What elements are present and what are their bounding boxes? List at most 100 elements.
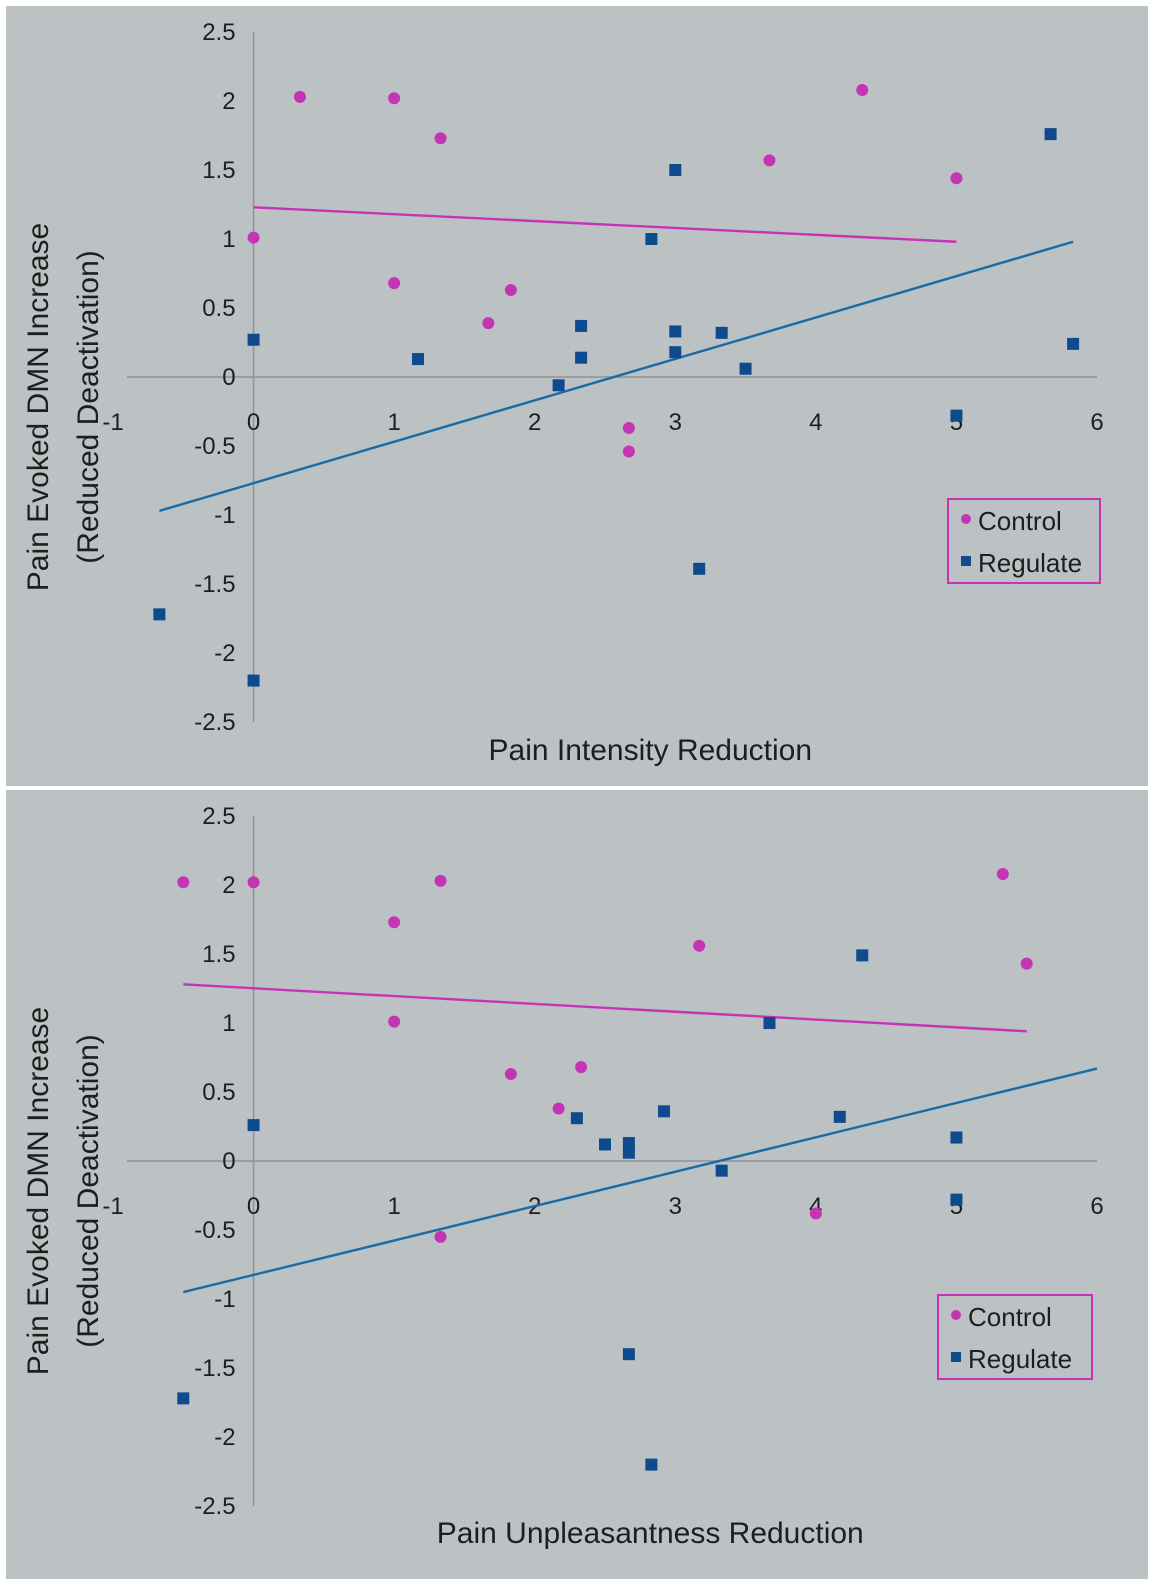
data-point-control (622, 422, 635, 435)
trend-line-control (183, 983, 1027, 1033)
legend: Control Regulate (937, 1294, 1093, 1380)
data-point-control (763, 154, 776, 167)
x-axis-title: Pain Unpleasantness Reduction (437, 1517, 864, 1550)
data-point-regulate (575, 351, 588, 364)
data-point-control (552, 1102, 565, 1115)
y-tick-label: -0.5 (194, 1217, 235, 1244)
data-point-regulate (856, 949, 869, 962)
legend: Control Regulate (947, 498, 1101, 584)
y-tick-label: -2 (214, 640, 235, 667)
trend-line-regulate (183, 1067, 1098, 1294)
x-axis-title: Pain Intensity Reduction (489, 734, 813, 767)
y-axis-subtitle: (Reduced Deactivation) (72, 250, 105, 564)
y-tick-label: 1.5 (202, 157, 235, 184)
data-point-regulate (950, 1193, 963, 1206)
data-point-control (247, 876, 260, 889)
trend-line-control (253, 206, 957, 243)
x-tick-label: 1 (387, 409, 400, 436)
data-point-control (388, 916, 401, 929)
y-tick-label: 0.5 (202, 1079, 235, 1106)
data-point-regulate (645, 233, 658, 245)
y-tick-label: 1 (222, 226, 235, 253)
legend-box (947, 498, 1101, 584)
data-point-control (482, 317, 495, 330)
data-point-control (388, 1015, 401, 1028)
legend-marker-control (961, 514, 971, 524)
data-point-regulate (950, 1131, 963, 1144)
data-point-control (622, 445, 635, 458)
x-tick-label: 6 (1090, 409, 1103, 436)
y-axis-title: Pain Evoked DMN Increase (22, 1007, 55, 1376)
y-tick-label: 2.5 (202, 19, 235, 46)
data-point-control (809, 1207, 822, 1220)
plot-background (6, 6, 1148, 786)
legend-marker-regulate (961, 556, 971, 566)
x-tick-label: 4 (809, 409, 822, 436)
data-point-control (293, 90, 306, 103)
series-regulate (177, 949, 1098, 1471)
series-regulate (153, 128, 1080, 687)
y-tick-label: 1.5 (202, 941, 235, 968)
y-tick-label: -2.5 (194, 709, 235, 736)
data-point-regulate (153, 608, 166, 621)
x-tick-label: 1 (387, 1193, 400, 1220)
data-point-regulate (177, 1392, 190, 1405)
data-point-control (1020, 957, 1033, 970)
data-point-regulate (599, 1138, 611, 1151)
data-point-regulate (1044, 128, 1057, 141)
data-point-control (575, 1061, 588, 1074)
y-tick-label: -1.5 (194, 1355, 235, 1382)
data-point-control (177, 876, 190, 889)
chart-panel-intensity: 2.521.510.50-0.5-1-1.5-2-2.5-1 0 1 2 3 4 5 6Pai… (6, 6, 1148, 786)
y-tick-label: 0 (222, 1148, 235, 1175)
data-point-control (504, 1068, 517, 1081)
y-tick-label: -1.5 (194, 571, 235, 598)
data-point-control (693, 939, 706, 952)
x-tick-label: 2 (528, 409, 541, 436)
data-point-control (247, 231, 260, 244)
data-point-regulate (669, 325, 682, 338)
data-point-regulate (669, 346, 682, 359)
y-tick-label: 2 (222, 88, 235, 115)
plot-background (6, 790, 1148, 1579)
trend-line-regulate (159, 240, 1074, 513)
data-point-regulate (622, 1146, 635, 1159)
series-control (177, 867, 1033, 1243)
legend-label-regulate: Regulate (978, 548, 1082, 578)
x-tick-label: -1 (102, 409, 123, 436)
y-tick-label: -0.5 (194, 433, 235, 460)
y-axis-title: Pain Evoked DMN Increase (22, 223, 55, 592)
data-point-regulate (715, 326, 728, 339)
data-point-regulate (669, 164, 682, 176)
data-point-regulate (950, 409, 963, 422)
data-point-regulate (247, 674, 260, 687)
legend-label-regulate: Regulate (968, 1344, 1072, 1374)
data-point-regulate (715, 1164, 728, 1177)
legend-label-control: Control (968, 1302, 1052, 1332)
data-point-regulate (763, 1017, 776, 1029)
x-tick-label: 6 (1090, 1193, 1103, 1220)
data-point-regulate (622, 1348, 635, 1361)
legend-label-control: Control (978, 506, 1062, 536)
x-tick-label: 0 (247, 1193, 260, 1220)
data-point-regulate (622, 1137, 635, 1150)
data-point-control (434, 1230, 447, 1243)
y-tick-label: 0 (222, 364, 235, 391)
y-tick-label: -1 (214, 502, 235, 529)
data-point-control (388, 92, 401, 105)
data-point-regulate (412, 353, 425, 366)
x-tick-label: 3 (669, 409, 682, 436)
y-tick-label: 0.5 (202, 295, 235, 322)
y-axis-subtitle: (Reduced Deactivation) (72, 1034, 105, 1348)
data-point-regulate (658, 1105, 671, 1118)
data-point-regulate (833, 1110, 846, 1123)
data-point-control (434, 132, 447, 145)
x-tick-label: -1 (102, 1193, 123, 1220)
y-tick-label: 1 (222, 1010, 235, 1037)
data-point-regulate (1067, 337, 1080, 350)
data-point-regulate (247, 1119, 260, 1132)
x-tick-label: 3 (669, 1193, 682, 1220)
data-point-control (504, 284, 517, 297)
series-control (247, 83, 963, 458)
